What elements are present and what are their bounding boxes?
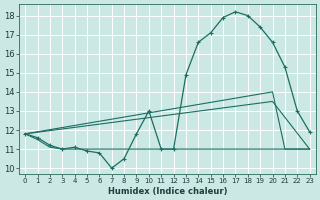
X-axis label: Humidex (Indice chaleur): Humidex (Indice chaleur) [108,187,227,196]
